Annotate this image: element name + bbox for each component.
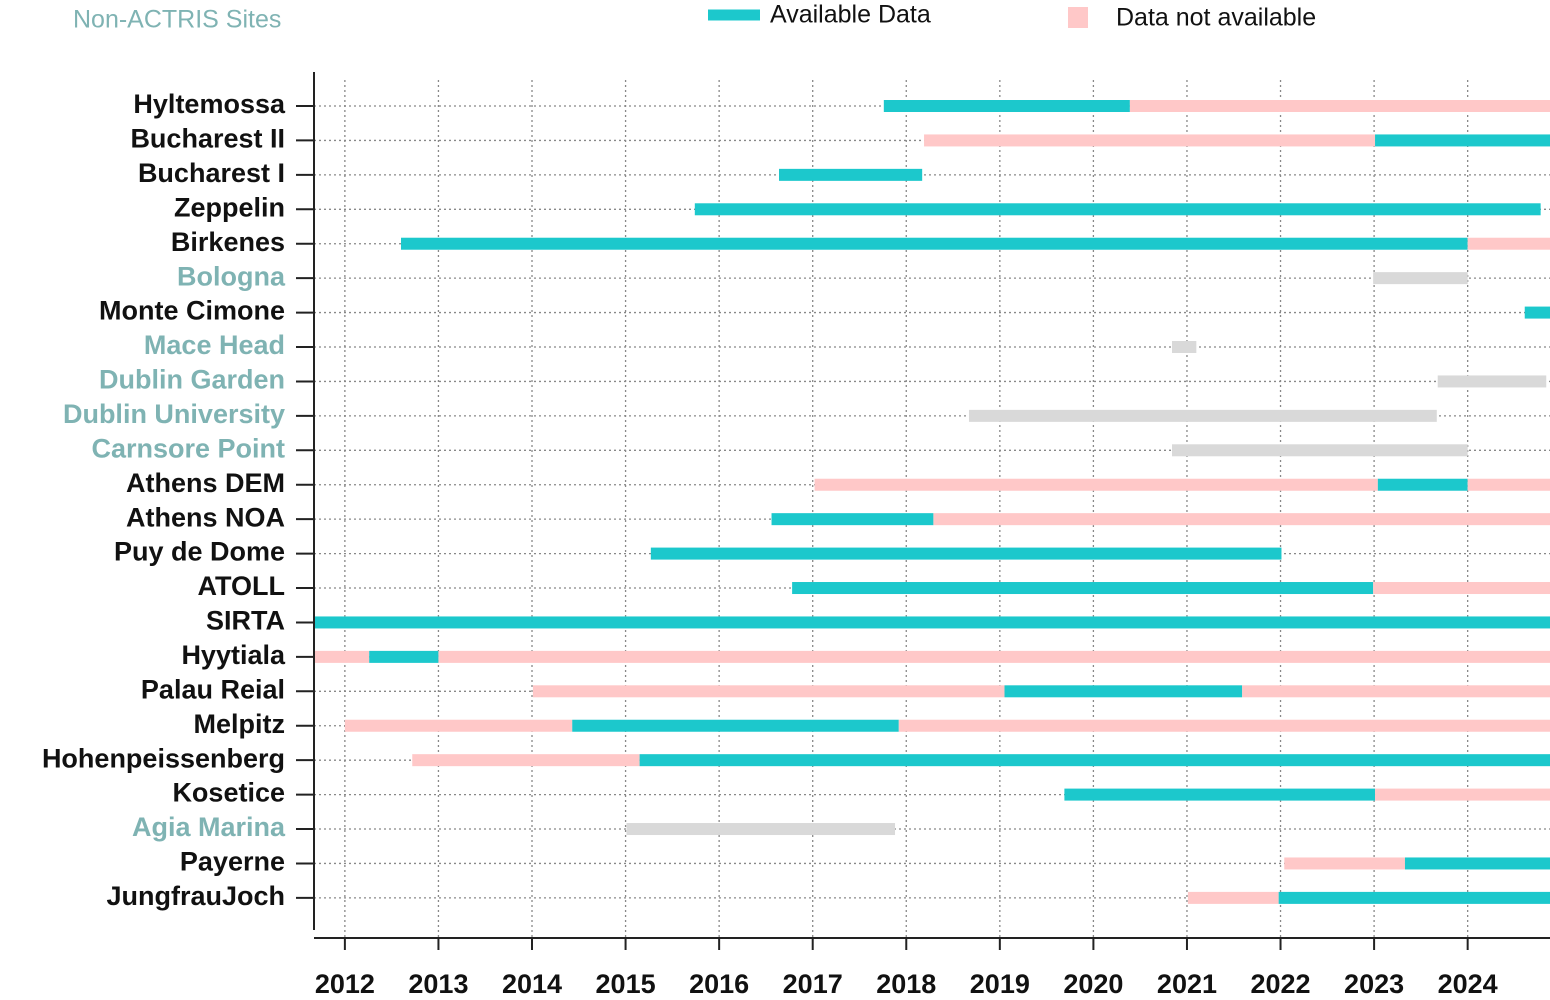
- segment: [1373, 582, 1550, 595]
- segment: [1284, 857, 1405, 870]
- segment: [1242, 685, 1550, 698]
- non-actris-note: Non-ACTRIS Sites: [73, 6, 281, 34]
- segment: [771, 513, 934, 526]
- segment: [314, 650, 370, 663]
- segment: [1375, 134, 1550, 147]
- row-label: Hyltemossa: [133, 89, 286, 119]
- row-label: Palau Reial: [141, 674, 285, 704]
- segment: [883, 100, 1130, 112]
- row-label: JungfrauJoch: [106, 881, 285, 911]
- segment: [1064, 788, 1376, 801]
- segment: [1375, 788, 1550, 801]
- row-label: Birkenes: [171, 227, 285, 257]
- segment: [1278, 891, 1550, 904]
- x-tick-label: 2014: [502, 969, 562, 999]
- segment: [1004, 685, 1243, 698]
- row-label: Puy de Dome: [114, 537, 285, 567]
- segment: [438, 650, 1550, 663]
- segment: [639, 754, 1550, 767]
- row-label: Zeppelin: [174, 192, 285, 222]
- row-label: ATOLL: [198, 571, 286, 601]
- x-tick-label: 2021: [1157, 969, 1217, 999]
- segment: [898, 719, 1550, 732]
- row-label: Hyytiala: [181, 640, 286, 670]
- segment: [968, 409, 1437, 422]
- x-tick-label: 2024: [1438, 969, 1498, 999]
- row-label: Hohenpeissenberg: [42, 743, 285, 773]
- x-tick-label: 2012: [315, 969, 375, 999]
- row-label: Dublin Garden: [99, 365, 285, 395]
- segment: [314, 616, 1550, 629]
- row-label: Athens DEM: [126, 468, 285, 498]
- segment: [344, 719, 573, 732]
- row-label: Bucharest II: [130, 124, 285, 154]
- row-label: Bologna: [177, 261, 286, 291]
- segment: [412, 754, 640, 767]
- row-label: Agia Marina: [132, 812, 286, 842]
- segment: [694, 203, 1541, 216]
- segment: [1187, 891, 1279, 904]
- x-tick-label: 2019: [970, 969, 1030, 999]
- legend-swatch: [1068, 7, 1088, 28]
- x-tick-label: 2015: [596, 969, 656, 999]
- segment: [1467, 478, 1550, 491]
- row-label: Monte Cimone: [99, 296, 285, 326]
- segment: [650, 547, 1282, 560]
- segment: [779, 168, 923, 181]
- segment: [924, 134, 1376, 147]
- row-label: Melpitz: [194, 709, 286, 739]
- x-tick-label: 2022: [1250, 969, 1310, 999]
- legend-label: Data not available: [1116, 4, 1316, 32]
- row-label: Carnsore Point: [91, 433, 285, 463]
- x-tick-label: 2017: [783, 969, 843, 999]
- segment: [1467, 237, 1550, 250]
- segment: [532, 685, 1005, 698]
- segment: [1171, 341, 1197, 354]
- row-label: Athens NOA: [126, 502, 285, 532]
- segment: [1437, 375, 1547, 388]
- legend-label: Available Data: [770, 1, 931, 29]
- x-tick-label: 2016: [689, 969, 749, 999]
- x-tick-label: 2020: [1063, 969, 1123, 999]
- segment: [1524, 306, 1550, 319]
- segment: [1373, 272, 1468, 285]
- x-tick-label: 2023: [1344, 969, 1404, 999]
- segment: [1171, 444, 1468, 457]
- row-label: Dublin University: [63, 399, 285, 429]
- x-tick-label: 2013: [408, 969, 468, 999]
- segment: [1377, 478, 1468, 491]
- x-tick-label: 2018: [876, 969, 936, 999]
- segment: [933, 513, 1550, 526]
- segment: [1129, 100, 1550, 112]
- row-label: Kosetice: [172, 778, 285, 808]
- segment: [626, 823, 896, 836]
- segment: [1404, 857, 1550, 870]
- segment: [401, 237, 1468, 250]
- row-label: Payerne: [180, 847, 285, 877]
- row-label: SIRTA: [206, 606, 285, 636]
- row-label: Mace Head: [144, 330, 285, 360]
- row-label: Bucharest I: [138, 158, 285, 188]
- segment: [572, 719, 899, 732]
- segment: [369, 650, 439, 663]
- segment: [792, 582, 1374, 595]
- segment: [814, 478, 1378, 491]
